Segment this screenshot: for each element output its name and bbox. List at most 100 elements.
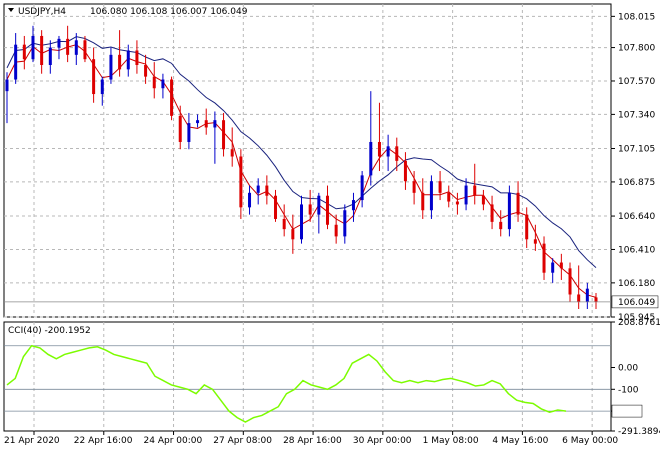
candle-body — [317, 195, 321, 215]
candle-body — [22, 44, 26, 60]
candle-body — [40, 35, 44, 66]
candle-body — [187, 123, 191, 142]
time-tick-label: 4 May 16:00 — [492, 436, 548, 446]
candle-body — [178, 115, 182, 142]
candle-body — [568, 268, 572, 295]
cci-tick-label: 208.8761 — [618, 318, 660, 328]
candle-body — [274, 195, 278, 219]
candle-body — [499, 221, 503, 230]
candle-body — [83, 40, 87, 60]
candle-body — [31, 35, 35, 60]
time-tick-label: 30 Apr 00:00 — [353, 436, 412, 446]
candle-body — [334, 224, 338, 237]
candle-body — [551, 262, 555, 273]
cci-tick-label: 0.00 — [618, 364, 638, 374]
candle-body — [248, 192, 252, 208]
candle-body — [421, 192, 425, 211]
ohlc-label: 106.080 106.108 106.007 106.049 — [90, 7, 248, 17]
candle-body — [14, 44, 18, 80]
time-axis: 21 Apr 2020 22 Apr 16:00 24 Apr 00:00 27 Ap… — [4, 431, 618, 446]
candle-body — [412, 181, 416, 193]
candle-body — [282, 218, 286, 230]
candle-body — [429, 181, 433, 211]
time-tick-label: 28 Apr 16:00 — [283, 436, 342, 446]
price-axis: 108.015 107.800 107.570 107.340 107.105 106.8… — [4, 12, 659, 323]
candle-body — [403, 160, 407, 182]
price-tick-label: 107.340 — [618, 110, 655, 120]
candle-body — [369, 141, 373, 176]
candle-body — [473, 185, 477, 196]
cci-grid — [4, 322, 611, 431]
cci-polyline — [6, 344, 567, 423]
candle-body — [490, 204, 494, 222]
price-tick-label: 107.800 — [618, 44, 655, 54]
candles — [5, 25, 598, 310]
price-tick-label: 106.640 — [618, 212, 655, 222]
price-tick-label: 108.015 — [618, 12, 655, 22]
candle-body — [360, 175, 364, 201]
candle-body — [152, 76, 156, 89]
price-tick-label: 106.410 — [618, 245, 655, 255]
candle-body — [542, 243, 546, 273]
candle-body — [74, 40, 78, 55]
candle-body — [118, 54, 122, 70]
cci-tick-label: -100 — [618, 385, 639, 395]
candle-body — [533, 239, 537, 244]
candle-body — [144, 65, 148, 77]
last-price-box — [611, 295, 659, 309]
price-tick-label: 105.945 — [618, 313, 655, 323]
candle-body — [585, 288, 589, 302]
candle-body — [170, 79, 174, 116]
candle-body — [57, 38, 61, 48]
candle-body — [447, 192, 451, 202]
candle-body — [525, 214, 529, 240]
candle-body — [135, 50, 139, 66]
candle-body — [559, 262, 563, 269]
candle-body — [507, 192, 511, 230]
price-tick-label: 106.875 — [618, 178, 655, 188]
time-tick-label: 6 May 00:00 — [562, 436, 618, 446]
candle-body — [48, 47, 52, 66]
candle-body — [577, 294, 581, 302]
candle-body — [265, 185, 269, 196]
candle-body — [464, 185, 468, 205]
time-tick-label: 21 Apr 2020 — [4, 436, 60, 446]
candle-body — [481, 195, 485, 205]
candle-body — [438, 181, 442, 193]
candle-body — [516, 192, 520, 215]
collapse-triangle-icon[interactable] — [8, 8, 14, 12]
candle-body — [395, 146, 399, 161]
time-tick-label: 27 Apr 08:00 — [213, 436, 272, 446]
candle-body — [196, 120, 200, 124]
cci-last-box — [611, 404, 643, 418]
candle-body — [377, 141, 381, 157]
candle-body — [109, 54, 113, 80]
candle-body — [126, 50, 130, 70]
candle-body — [222, 120, 226, 150]
main-grid — [4, 4, 611, 318]
candle-body — [5, 79, 9, 92]
candle-body — [594, 297, 598, 302]
candle-body — [100, 79, 104, 95]
candle-body — [230, 149, 234, 157]
candle-body — [455, 201, 459, 205]
main-price-panel: 108.015 107.800 107.570 107.340 107.105 106.8… — [3, 3, 659, 323]
price-tick-label: 107.105 — [618, 145, 655, 155]
candle-body — [300, 204, 303, 240]
candle-body — [291, 229, 295, 240]
last-price-label: 106.049 — [618, 298, 655, 308]
cci-tick-label: -291.3894 — [618, 427, 660, 437]
candle-body — [343, 210, 347, 237]
candle-body — [66, 38, 70, 55]
symbol-label: USDJPY,H4 — [18, 7, 66, 17]
cci-title: CCI(40) -200.1952 — [8, 326, 91, 336]
candle-body — [386, 146, 390, 157]
candle-body — [256, 185, 260, 193]
candle-body — [239, 156, 243, 208]
time-tick-label: 24 Apr 00:00 — [144, 436, 203, 446]
candle-body — [92, 59, 96, 95]
time-tick-label: 22 Apr 16:00 — [74, 436, 133, 446]
